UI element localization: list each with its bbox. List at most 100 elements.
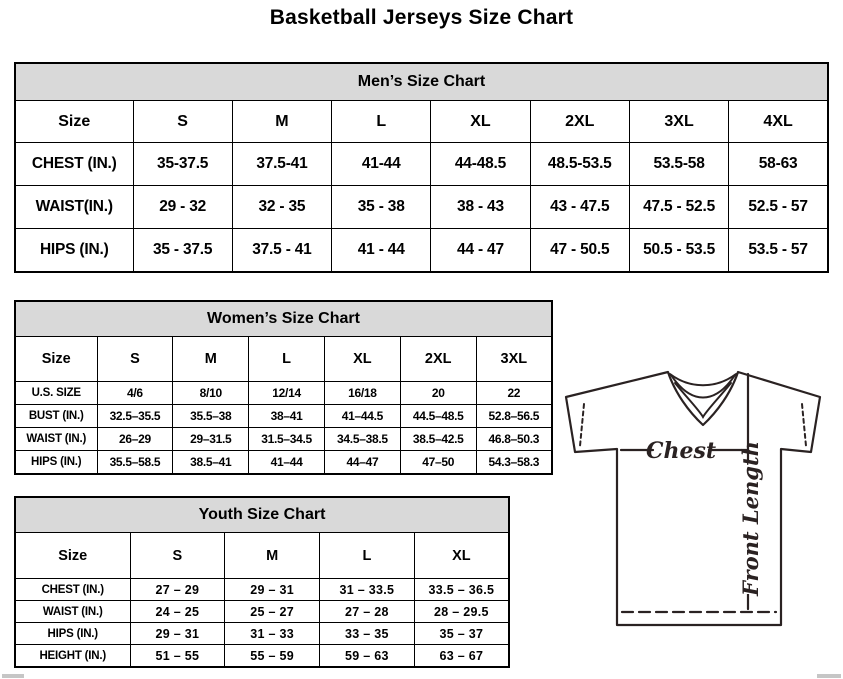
- column-header: S: [96, 336, 174, 382]
- column-header: XL: [413, 532, 510, 579]
- column-header: 2XL: [529, 100, 630, 143]
- label-backdrop: [737, 462, 762, 594]
- scrollbar-right-button[interactable]: [817, 674, 841, 678]
- scrollbar-left-button[interactable]: [2, 674, 24, 678]
- cell: 41–44.5: [323, 404, 401, 428]
- cell: 55 – 59: [224, 644, 320, 668]
- youth-header-row: Size S M L XL: [14, 532, 510, 579]
- cell: 24 – 25: [129, 600, 226, 623]
- table-row: HIPS (IN.) 35.5–58.5 38.5–41 41–44 44–47…: [14, 450, 553, 475]
- mens-table-title: Men’s Size Chart: [14, 62, 829, 101]
- cell: 47–50: [399, 450, 477, 475]
- cell: 29–31.5: [172, 427, 250, 451]
- column-header: 3XL: [628, 100, 730, 143]
- cell: 52.8–56.5: [475, 404, 553, 428]
- cell: 44-48.5: [430, 142, 531, 186]
- cell: 41 - 44: [331, 228, 432, 273]
- cell: 38.5–42.5: [399, 427, 477, 451]
- jersey-measurement-diagram: Chest Front Length: [558, 362, 830, 642]
- cell: 38–41: [248, 404, 325, 428]
- mens-size-table: Men’s Size Chart Size S M L XL 2XL 3XL 4…: [14, 62, 829, 273]
- cell: 27 – 29: [129, 578, 226, 601]
- table-row: CHEST (IN.) 35-37.5 37.5-41 41-44 44-48.…: [14, 142, 829, 186]
- cell: 44–47: [323, 450, 401, 475]
- column-header: S: [129, 532, 226, 579]
- cell: 32.5–35.5: [96, 404, 174, 428]
- cell: 53.5-58: [628, 142, 730, 186]
- column-header: L: [319, 532, 415, 579]
- table-row: CHEST (IN.) 27 – 29 29 – 31 31 – 33.5 33…: [14, 578, 510, 601]
- cell: 53.5 - 57: [728, 228, 829, 273]
- column-header: M: [231, 100, 333, 143]
- cell: 47 - 50.5: [529, 228, 630, 273]
- column-header: M: [172, 336, 250, 382]
- sleeve-stitch-left: [579, 403, 585, 447]
- cell: 54.3–58.3: [475, 450, 553, 475]
- cell: 50.5 - 53.5: [628, 228, 730, 273]
- mens-header-row: Size S M L XL 2XL 3XL 4XL: [14, 100, 829, 143]
- page-title: Basketball Jerseys Size Chart: [269, 6, 574, 29]
- row-label: HIPS (IN.): [14, 622, 131, 645]
- cell: 29 – 31: [129, 622, 226, 645]
- column-header: 2XL: [399, 336, 477, 382]
- row-label: CHEST (IN.): [14, 578, 131, 601]
- row-label: HEIGHT (IN.): [14, 644, 131, 668]
- cell: 44.5–48.5: [399, 404, 477, 428]
- cell: 12/14: [248, 381, 325, 405]
- column-header: L: [331, 100, 432, 143]
- sleeve-stitch-right: [801, 403, 807, 447]
- cell: 20: [399, 381, 477, 405]
- cell: 35-37.5: [132, 142, 233, 186]
- youth-table-title: Youth Size Chart: [14, 496, 510, 533]
- youth-size-table: Youth Size Chart Size S M L XL CHEST (IN…: [14, 496, 510, 668]
- table-row: WAIST (IN.) 24 – 25 25 – 27 27 – 28 28 –…: [14, 600, 510, 623]
- cell: 59 – 63: [319, 644, 415, 668]
- column-header: S: [132, 100, 233, 143]
- chest-label: Chest: [646, 438, 716, 464]
- cell: 58-63: [728, 142, 829, 186]
- cell: 29 - 32: [132, 185, 233, 229]
- cell: 25 – 27: [224, 600, 320, 623]
- cell: 35.5–38: [172, 404, 250, 428]
- cell: 31 – 33: [224, 622, 320, 645]
- row-label: HIPS (IN.): [14, 450, 98, 475]
- cell: 28 – 29.5: [413, 600, 510, 623]
- collar-curve: [669, 373, 737, 387]
- cell: 27 – 28: [319, 600, 415, 623]
- youth-table-title-row: Youth Size Chart: [14, 496, 510, 533]
- row-label: WAIST (IN.): [14, 427, 98, 451]
- table-row: HEIGHT (IN.) 51 – 55 55 – 59 59 – 63 63 …: [14, 644, 510, 668]
- cell: 38 - 43: [430, 185, 531, 229]
- cell: 8/10: [172, 381, 250, 405]
- column-header: M: [224, 532, 320, 579]
- row-label: WAIST(IN.): [14, 185, 134, 229]
- collar-inner-v: [674, 382, 732, 420]
- column-header: XL: [430, 100, 531, 143]
- column-header: L: [248, 336, 325, 382]
- table-row: U.S. SIZE 4/6 8/10 12/14 16/18 20 22: [14, 381, 553, 405]
- row-label: BUST (IN.): [14, 404, 98, 428]
- cell: 51 – 55: [129, 644, 226, 668]
- cell: 33.5 – 36.5: [413, 578, 510, 601]
- cell: 37.5 - 41: [231, 228, 333, 273]
- cell: 48.5-53.5: [529, 142, 630, 186]
- column-header: Size: [14, 100, 134, 143]
- cell: 26–29: [96, 427, 174, 451]
- table-row: BUST (IN.) 32.5–35.5 35.5–38 38–41 41–44…: [14, 404, 553, 428]
- mens-table-title-row: Men’s Size Chart: [14, 62, 829, 101]
- front-length-label: Front Length: [738, 441, 763, 597]
- table-row: WAIST(IN.) 29 - 32 32 - 35 35 - 38 38 - …: [14, 185, 829, 229]
- column-header: 4XL: [728, 100, 829, 143]
- cell: 34.5–38.5: [323, 427, 401, 451]
- row-label: HIPS (IN.): [14, 228, 134, 273]
- row-label: WAIST (IN.): [14, 600, 131, 623]
- cell: 43 - 47.5: [529, 185, 630, 229]
- column-header: XL: [323, 336, 401, 382]
- cell: 41–44: [248, 450, 325, 475]
- collar-curve: [670, 374, 736, 399]
- cell: 44 - 47: [430, 228, 531, 273]
- womens-header-row: Size S M L XL 2XL 3XL: [14, 336, 553, 382]
- cell: 31 – 33.5: [319, 578, 415, 601]
- column-header: 3XL: [475, 336, 553, 382]
